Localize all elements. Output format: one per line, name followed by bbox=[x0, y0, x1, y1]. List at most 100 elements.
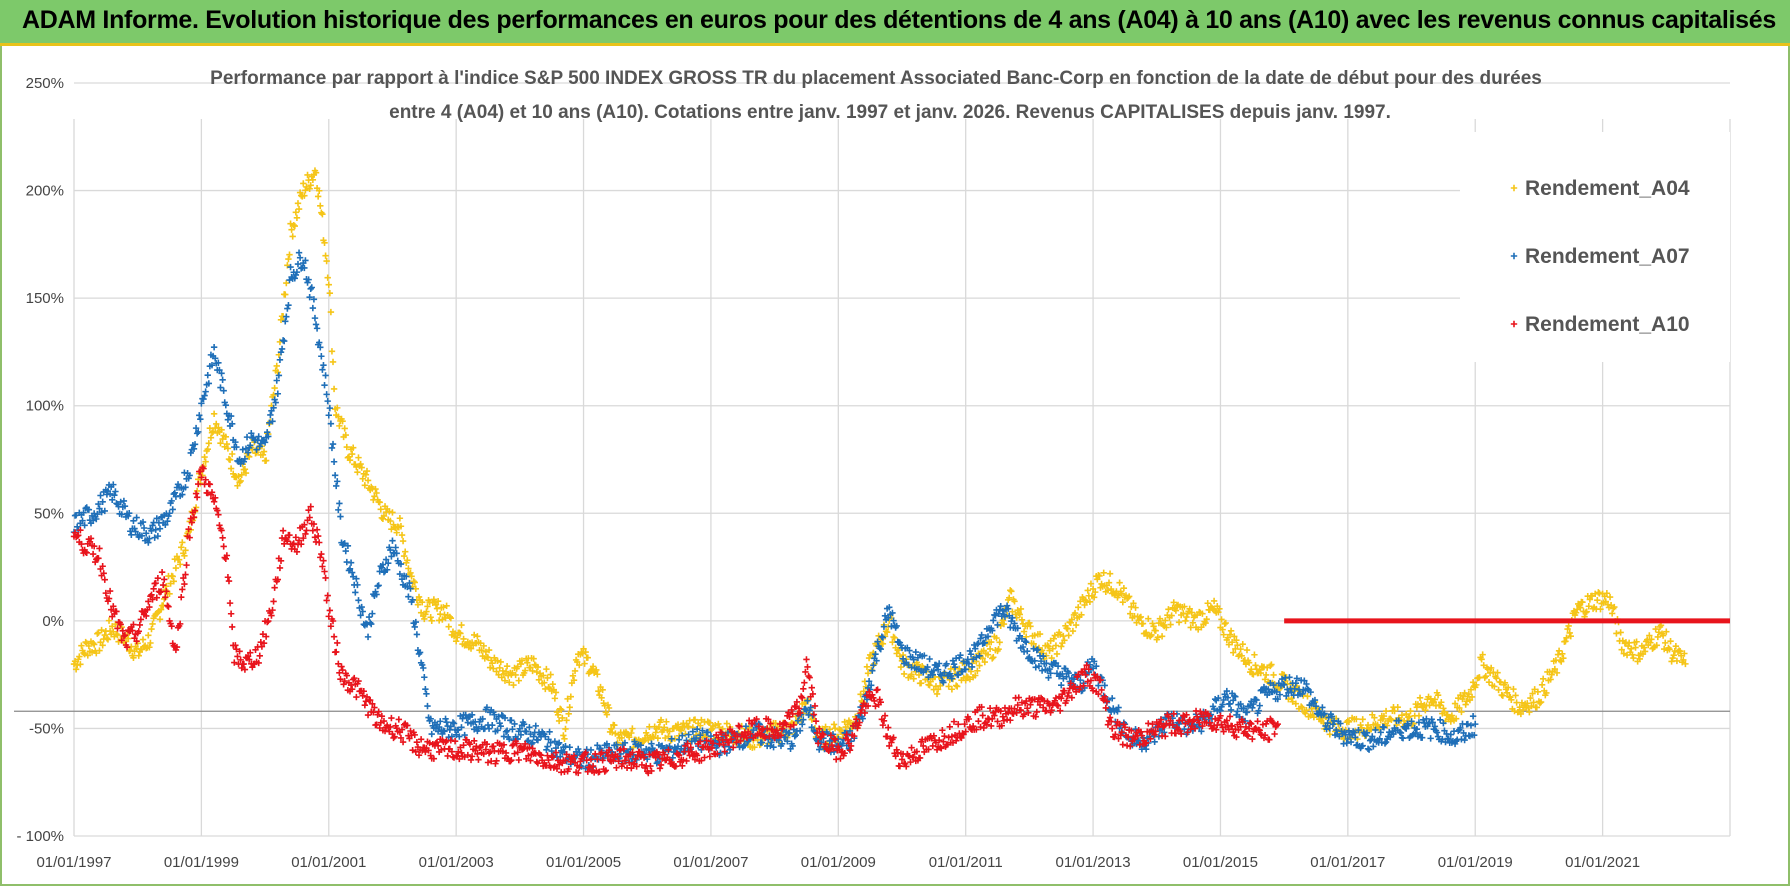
data-point bbox=[334, 639, 341, 647]
data-point bbox=[693, 752, 701, 759]
data-point bbox=[566, 744, 573, 751]
data-point bbox=[808, 684, 815, 691]
data-point bbox=[939, 727, 946, 734]
data-point bbox=[244, 653, 252, 660]
data-point bbox=[699, 727, 706, 734]
data-point bbox=[917, 679, 925, 687]
data-point bbox=[609, 729, 616, 736]
data-point bbox=[192, 490, 200, 497]
data-point bbox=[322, 574, 329, 582]
data-point bbox=[190, 445, 198, 453]
data-point bbox=[318, 550, 325, 558]
data-point bbox=[691, 756, 699, 763]
data-point bbox=[1551, 665, 1559, 673]
data-point bbox=[668, 735, 675, 743]
data-point bbox=[1076, 686, 1083, 693]
data-point bbox=[352, 589, 359, 596]
data-point bbox=[252, 450, 259, 457]
data-point bbox=[242, 445, 250, 452]
data-point bbox=[978, 703, 985, 711]
data-point bbox=[380, 512, 388, 520]
data-point bbox=[972, 645, 979, 652]
data-point bbox=[511, 720, 518, 728]
data-point bbox=[442, 715, 449, 722]
data-point bbox=[292, 534, 300, 541]
data-point bbox=[258, 643, 266, 650]
data-point bbox=[138, 532, 146, 539]
data-point bbox=[1239, 640, 1246, 648]
data-point bbox=[1227, 627, 1235, 634]
data-point bbox=[822, 740, 829, 748]
data-point bbox=[323, 257, 330, 265]
data-point bbox=[274, 576, 282, 583]
data-point bbox=[880, 717, 888, 725]
data-point bbox=[181, 580, 188, 588]
data-point bbox=[526, 744, 533, 751]
data-point bbox=[1024, 705, 1031, 712]
data-point bbox=[741, 741, 749, 749]
data-point bbox=[1103, 698, 1111, 705]
data-point bbox=[1018, 699, 1026, 706]
data-point bbox=[589, 663, 597, 670]
data-point bbox=[1107, 585, 1115, 593]
data-point bbox=[264, 428, 271, 436]
data-point bbox=[773, 727, 780, 734]
data-point bbox=[530, 655, 537, 662]
data-point bbox=[883, 628, 891, 636]
data-point bbox=[181, 552, 188, 559]
data-point bbox=[496, 664, 503, 672]
data-point bbox=[399, 537, 407, 545]
data-point bbox=[740, 742, 748, 750]
data-point bbox=[1280, 681, 1288, 688]
data-point bbox=[803, 656, 810, 663]
data-point bbox=[236, 648, 243, 655]
data-point bbox=[137, 616, 145, 623]
data-point bbox=[1083, 662, 1090, 669]
data-point bbox=[301, 521, 308, 528]
data-point bbox=[994, 718, 1001, 725]
data-point bbox=[537, 752, 545, 759]
data-point bbox=[415, 593, 423, 601]
data-point bbox=[1567, 632, 1574, 640]
data-point bbox=[1215, 608, 1222, 616]
data-point bbox=[1063, 697, 1070, 704]
data-point bbox=[264, 618, 271, 626]
data-point bbox=[371, 704, 378, 711]
data-point bbox=[293, 268, 301, 276]
data-point bbox=[689, 728, 697, 735]
data-point bbox=[716, 740, 723, 748]
data-point bbox=[1050, 635, 1057, 642]
data-point bbox=[1415, 712, 1423, 719]
data-point bbox=[715, 720, 722, 728]
data-point bbox=[819, 730, 826, 737]
x-tick-label: 01/01/2005 bbox=[546, 854, 621, 871]
data-point bbox=[648, 767, 655, 775]
data-point bbox=[87, 535, 95, 542]
data-point bbox=[316, 539, 323, 546]
data-point bbox=[1046, 665, 1053, 673]
data-point bbox=[1072, 621, 1080, 629]
data-point bbox=[373, 489, 380, 497]
data-point bbox=[1431, 723, 1439, 730]
data-point bbox=[417, 609, 425, 616]
data-point bbox=[916, 754, 924, 762]
data-point bbox=[1429, 719, 1436, 726]
data-point bbox=[789, 742, 796, 750]
data-point bbox=[1271, 730, 1278, 738]
data-point bbox=[1219, 701, 1226, 708]
data-point bbox=[126, 509, 133, 517]
data-point bbox=[730, 744, 737, 751]
data-point bbox=[201, 392, 208, 399]
x-tick-label: 01/01/2001 bbox=[291, 854, 366, 871]
data-point bbox=[1503, 689, 1511, 697]
data-point bbox=[187, 449, 194, 457]
data-point bbox=[454, 634, 461, 641]
data-point bbox=[629, 725, 636, 732]
data-point bbox=[1075, 671, 1082, 678]
data-point bbox=[977, 635, 984, 642]
data-point bbox=[886, 604, 893, 611]
data-point bbox=[527, 757, 534, 764]
data-point bbox=[270, 598, 277, 605]
data-point bbox=[1667, 637, 1674, 645]
